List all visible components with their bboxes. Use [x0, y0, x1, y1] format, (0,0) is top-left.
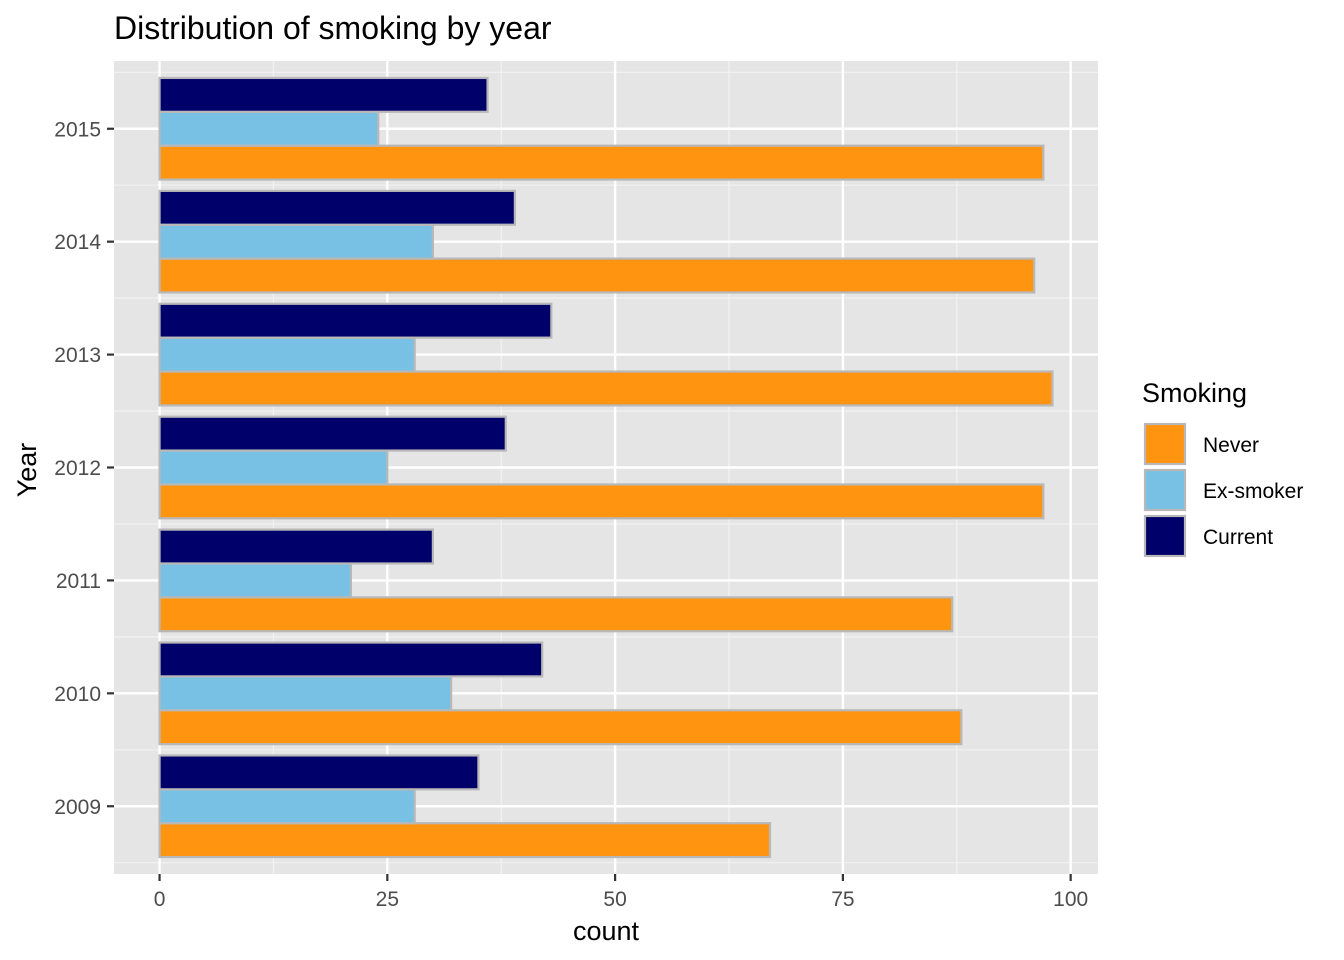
y-tick-label: 2015: [54, 118, 101, 141]
y-tick-label: 2013: [54, 344, 101, 367]
x-axis: 0 25 50 75 100: [154, 874, 1088, 911]
bar-never-2012: [158, 483, 1045, 520]
bar-never-2010: [158, 709, 963, 746]
legend-label-never: Never: [1203, 434, 1259, 457]
bar-ex-smoker-2013: [158, 336, 416, 373]
y-tick-label: 2010: [54, 683, 101, 706]
bar-ex-smoker-2011: [158, 562, 352, 599]
x-tick-label: 50: [603, 888, 626, 911]
y-tick-label: 2014: [54, 231, 101, 254]
y-tick-label: 2012: [54, 457, 101, 480]
bar-never-2015: [158, 144, 1045, 181]
plot-panel: [114, 61, 1098, 874]
bar-current-2009: [158, 754, 480, 791]
bar-current-2015: [158, 76, 489, 113]
bar-ex-smoker-2015: [158, 110, 380, 147]
legend-title: Smoking: [1142, 378, 1247, 408]
y-tick-label: 2009: [54, 796, 101, 819]
y-tick-label: 2011: [56, 570, 101, 593]
bar-current-2014: [158, 189, 516, 226]
x-tick-label: 100: [1053, 888, 1088, 911]
legend-swatch-ex-smoker: [1143, 468, 1187, 512]
x-tick-label: 75: [831, 888, 854, 911]
bar-current-2010: [158, 641, 544, 678]
legend-label-ex-smoker: Ex-smoker: [1203, 480, 1303, 503]
bar-ex-smoker-2012: [158, 449, 389, 486]
bar-current-2011: [158, 528, 434, 565]
x-tick-label: 0: [154, 888, 166, 911]
legend: Smoking Never Ex-smoker Current: [1142, 378, 1303, 558]
chart-title: Distribution of smoking by year: [114, 10, 552, 46]
bar-current-2013: [158, 302, 553, 339]
legend-swatch-never: [1143, 422, 1187, 466]
y-axis-title: Year: [12, 443, 42, 498]
bar-never-2014: [158, 257, 1036, 294]
bar-never-2013: [158, 370, 1054, 407]
bar-ex-smoker-2009: [158, 788, 416, 825]
x-tick-label: 25: [376, 888, 399, 911]
bar-never-2011: [158, 596, 954, 633]
x-axis-title: count: [573, 916, 640, 946]
y-axis: 2009 2010 2011 2012 2013 2014 2015: [54, 118, 114, 819]
bar-ex-smoker-2010: [158, 675, 453, 712]
bar-ex-smoker-2014: [158, 223, 434, 260]
legend-swatch-current: [1143, 514, 1187, 558]
bar-current-2012: [158, 415, 507, 452]
legend-label-current: Current: [1203, 526, 1273, 549]
bar-never-2009: [158, 822, 772, 859]
